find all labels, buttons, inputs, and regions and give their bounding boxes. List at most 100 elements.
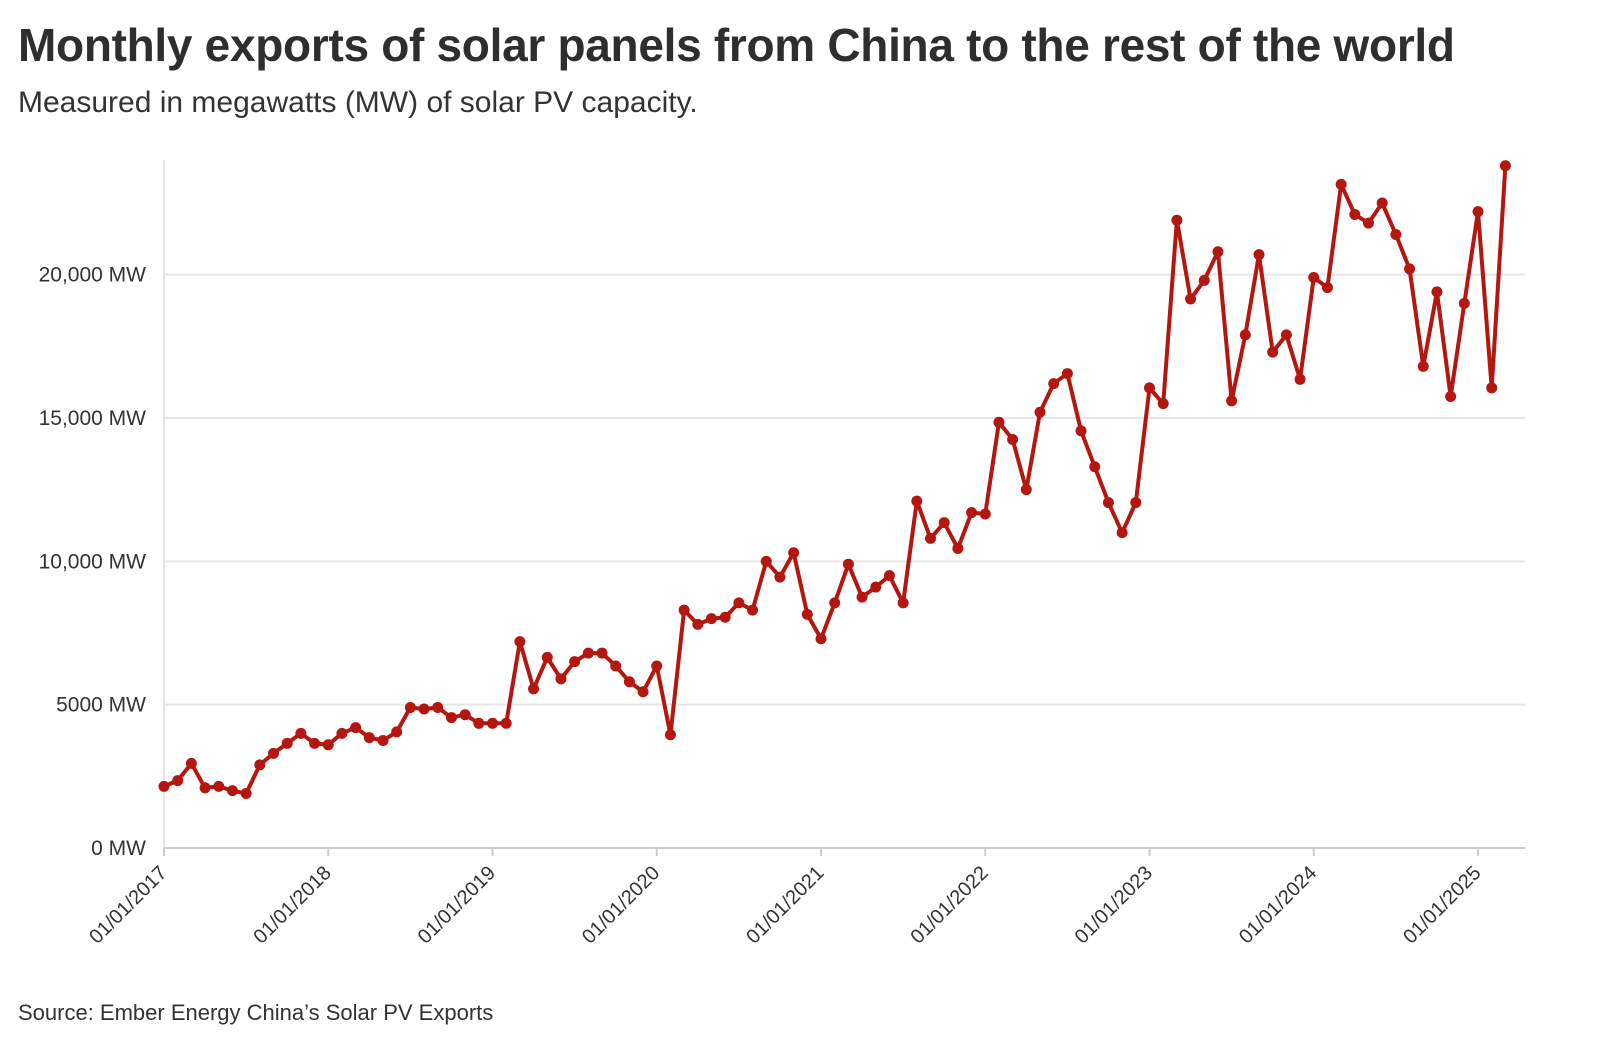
data-point: [610, 660, 622, 672]
data-point: [1157, 398, 1169, 410]
y-axis-tick-labels: 0 MW 5000 MW 10,000 MW 15,000 MW 20,000 MW: [39, 264, 147, 860]
data-point: [158, 780, 170, 792]
data-point: [1185, 293, 1197, 305]
data-point: [172, 775, 184, 787]
data-point: [706, 613, 717, 625]
data-point: [1212, 246, 1224, 258]
data-point: [1349, 208, 1361, 220]
data-point: [1390, 229, 1402, 241]
data-point: [487, 717, 498, 729]
data-point: [336, 727, 348, 739]
data-point: [185, 757, 197, 769]
data-point: [445, 712, 457, 724]
data-point: [295, 727, 307, 739]
data-point: [623, 676, 635, 688]
grid-lines: [164, 273, 1525, 706]
data-point: [897, 597, 909, 609]
data-point: [391, 726, 403, 738]
data-point: [747, 604, 759, 616]
data-point: [473, 717, 485, 729]
data-point: [1226, 395, 1238, 407]
data-point: [979, 508, 991, 520]
data-point: [1144, 382, 1155, 394]
data-point: [1239, 329, 1251, 341]
data-point: [952, 542, 964, 554]
x-tick-label: 01/01/2025: [1399, 862, 1485, 948]
data-point: [1445, 391, 1457, 402]
series-layer: [158, 160, 1511, 800]
data-point: [1294, 373, 1306, 385]
data-point: [528, 683, 540, 695]
data-point: [651, 660, 663, 672]
data-point: [1061, 368, 1073, 380]
data-point: [240, 788, 252, 800]
data-point: [664, 729, 676, 741]
data-point: [268, 747, 279, 759]
data-point: [637, 686, 649, 698]
data-point: [500, 717, 512, 729]
data-point: [1431, 286, 1443, 298]
data-point: [377, 735, 389, 746]
y-tick-label: 5000 MW: [56, 694, 146, 717]
data-point: [1048, 378, 1060, 390]
data-point: [1020, 484, 1032, 496]
data-point: [1404, 263, 1416, 275]
data-point: [966, 507, 978, 519]
data-point: [596, 647, 608, 659]
x-tick-label: 01/01/2024: [1235, 862, 1321, 948]
chart-subtitle: Measured in megawatts (MW) of solar PV c…: [18, 86, 698, 119]
data-point: [1171, 214, 1183, 226]
data-point: [1007, 434, 1019, 445]
y-tick-label: 10,000 MW: [39, 550, 147, 573]
axes: [163, 160, 1525, 849]
data-point: [555, 673, 567, 685]
data-point: [938, 517, 950, 529]
data-point: [1253, 249, 1265, 261]
x-axis-tick-labels: 01/01/2017 01/01/2018 01/01/2019 01/01/2020…: [85, 848, 1486, 948]
data-point: [788, 547, 800, 559]
data-point: [678, 604, 690, 616]
data-point: [733, 597, 745, 609]
chart-title: Monthly exports of solar panels from Chi…: [18, 19, 1455, 71]
data-point: [1499, 160, 1511, 172]
y-tick-label: 20,000 MW: [39, 264, 147, 287]
data-point: [1280, 329, 1292, 341]
data-point: [1335, 178, 1347, 190]
data-point: [1321, 282, 1333, 294]
data-point: [1267, 346, 1279, 358]
data-point: [1130, 497, 1142, 509]
data-point: [1486, 382, 1498, 394]
data-point: [883, 570, 895, 582]
data-point: [1116, 527, 1128, 539]
data-point: [1308, 272, 1320, 284]
data-point: [309, 737, 321, 749]
data-point: [213, 780, 225, 792]
y-tick-label: 0 MW: [91, 837, 146, 860]
data-point: [418, 703, 430, 715]
data-point: [993, 416, 1005, 428]
x-tick-label: 01/01/2021: [742, 862, 828, 948]
x-tick-label: 01/01/2022: [906, 862, 992, 948]
data-point: [1034, 406, 1046, 418]
data-point: [459, 709, 471, 721]
data-point: [692, 618, 704, 630]
data-point: [801, 608, 813, 620]
data-point: [582, 647, 594, 659]
data-point: [1417, 360, 1429, 372]
source-note: Source: Ember Energy China’s Solar PV Ex…: [18, 1000, 494, 1025]
line-chart: 0 MW 5000 MW 10,000 MW 15,000 MW 20,000 MW 0…: [39, 160, 1525, 948]
data-point: [856, 591, 868, 603]
data-point: [1075, 425, 1087, 437]
data-point: [815, 633, 827, 645]
data-point: [226, 785, 238, 797]
data-point: [569, 656, 581, 668]
data-point: [281, 737, 293, 749]
x-tick-label: 01/01/2019: [414, 862, 500, 948]
data-point: [1376, 197, 1388, 209]
data-point: [1472, 206, 1484, 218]
series-line: [162, 163, 1508, 796]
data-point: [350, 722, 362, 734]
data-point: [1198, 274, 1210, 286]
data-point: [1363, 217, 1374, 229]
data-point: [363, 732, 375, 744]
